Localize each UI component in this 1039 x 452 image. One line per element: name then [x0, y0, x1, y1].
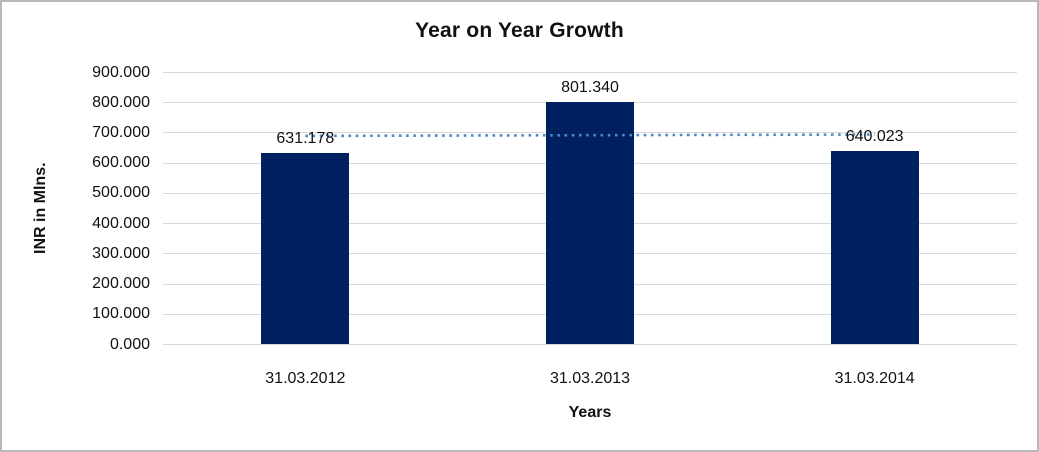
bar — [261, 153, 350, 344]
x-tick-label: 31.03.2014 — [834, 370, 915, 387]
y-tick-label: 800.000 — [92, 93, 150, 111]
bar — [546, 101, 634, 344]
data-label: 631.178 — [276, 130, 335, 148]
x-tick-label: 31.03.2013 — [549, 370, 631, 387]
data-label: 801.340 — [561, 78, 619, 96]
plot-area: 631.178 801.340 640.023 — [163, 72, 1017, 345]
y-tick-label: 200.000 — [92, 275, 150, 293]
y-tick-label: 100.000 — [92, 305, 150, 323]
x-axis-tick-labels: 31.03.2012 31.03.2013 31.03.2014 — [163, 368, 1017, 390]
y-tick-label: 500.000 — [92, 184, 150, 202]
gridline — [163, 72, 1017, 73]
x-tick-label: 31.03.2012 — [265, 370, 346, 387]
y-tick-label: 900.000 — [92, 63, 150, 81]
data-label: 640.023 — [845, 127, 904, 145]
y-tick-label: 0.000 — [109, 335, 150, 353]
y-tick-label: 400.000 — [92, 214, 150, 232]
gridline — [163, 344, 1017, 345]
y-tick-label: 300.000 — [92, 244, 150, 262]
y-axis-tick-labels: 0.000 100.000 200.000 300.000 400.000 500.000… — [2, 64, 150, 353]
trendline — [305, 133, 875, 138]
chart-title: Year on Year Growth — [415, 19, 624, 42]
trendline-path — [305, 133, 875, 138]
x-axis-title: Years — [568, 404, 612, 421]
y-tick-label: 600.000 — [92, 154, 150, 172]
bar — [830, 150, 919, 344]
y-tick-label: 700.000 — [92, 123, 150, 141]
